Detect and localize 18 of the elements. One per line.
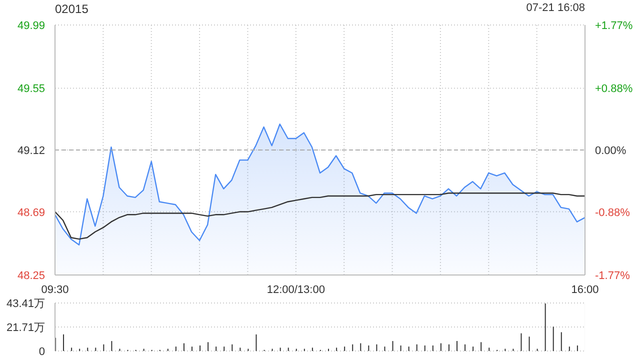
y-tick-label: 49.12 xyxy=(17,145,45,157)
x-tick-label: 12:00/13:00 xyxy=(266,284,325,296)
text: 07-21 16:08 xyxy=(526,2,585,14)
y-tick-label: 43.41万 xyxy=(6,298,45,310)
y2-tick-label: -0.88% xyxy=(595,207,630,220)
y2-tick-label: +1.77% xyxy=(595,20,633,32)
y-tick-label: 49.55 xyxy=(17,83,45,96)
y-tick-label: 21.71万 xyxy=(6,322,45,334)
chart-title: 02015 xyxy=(55,2,88,16)
y-tick-label: 0 xyxy=(38,346,45,358)
y2-tick-label: +0.88% xyxy=(595,82,633,95)
y-tick-label: 48.69 xyxy=(17,206,45,219)
x-tick-label: 09:30 xyxy=(41,284,69,296)
y2-tick-label: -1.77% xyxy=(595,270,630,282)
y-tick-label: 49.99 xyxy=(17,20,45,32)
x-tick-label: 16:00 xyxy=(571,284,599,296)
y-tick-label: 48.25 xyxy=(17,270,45,282)
y2-tick-label: 0.00% xyxy=(595,145,626,157)
